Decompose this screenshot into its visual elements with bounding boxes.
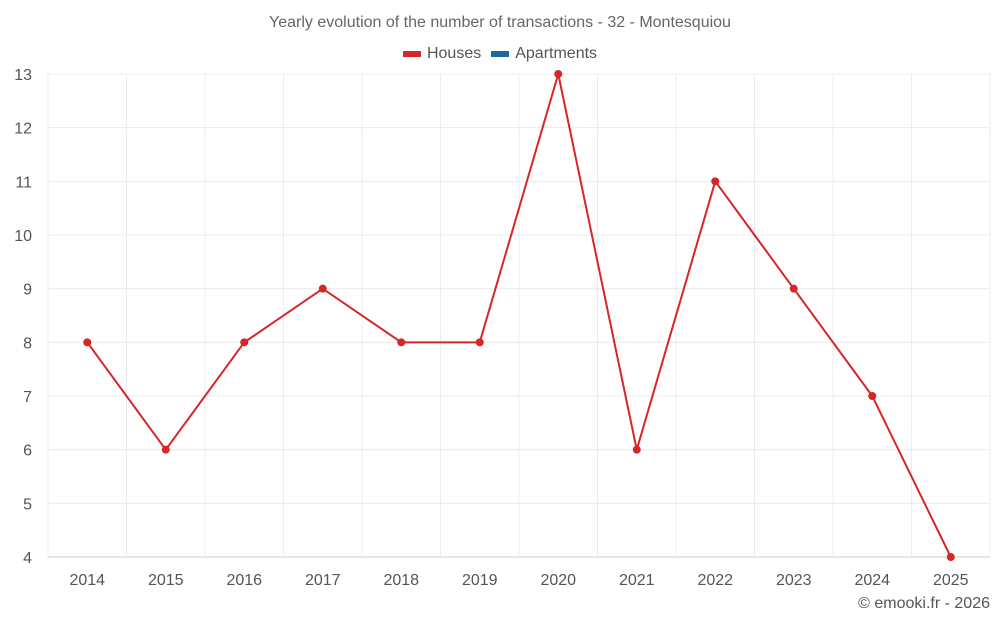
- x-tick-label: 2023: [776, 572, 812, 589]
- data-point-houses: [318, 284, 327, 293]
- x-tick-label: 2024: [854, 572, 890, 589]
- data-point-houses: [868, 392, 877, 400]
- data-point-houses: [397, 338, 406, 347]
- x-tick-label: 2015: [148, 572, 184, 589]
- legend-swatch-apartments: [491, 51, 510, 57]
- y-tick-label: 13: [14, 67, 32, 84]
- y-tick-label: 9: [23, 282, 32, 299]
- series-line-houses: [86, 73, 952, 558]
- data-point-houses: [475, 338, 484, 347]
- legend: Houses Apartments: [0, 45, 1000, 63]
- y-tick-label: 5: [23, 496, 32, 513]
- y-tick-label: 10: [14, 228, 32, 245]
- data-point-houses: [240, 338, 249, 347]
- data-point-houses: [83, 338, 92, 347]
- y-tick-label: 12: [14, 121, 32, 138]
- y-tick-label: 4: [23, 550, 32, 567]
- legend-label-houses: Houses: [426, 45, 482, 62]
- data-point-houses: [711, 177, 720, 186]
- x-tick-label: 2017: [305, 572, 341, 589]
- data-point-houses: [554, 70, 563, 78]
- x-tick-label: 2019: [462, 572, 498, 589]
- chart-title: Yearly evolution of the number of transa…: [269, 14, 731, 31]
- y-tick-label: 8: [23, 335, 32, 352]
- data-point-houses: [789, 284, 798, 293]
- legend-item-apartments[interactable]: Apartments: [491, 45, 597, 63]
- x-tick-label: 2016: [226, 572, 262, 589]
- x-tick-label: 2020: [540, 572, 576, 589]
- data-point-houses: [161, 445, 170, 454]
- y-tick-label: 11: [15, 174, 32, 191]
- y-tick-label: 7: [23, 389, 32, 406]
- legend-label-apartments: Apartments: [515, 45, 598, 62]
- credit-text: © emooki.fr - 2026: [858, 595, 990, 612]
- data-point-houses: [632, 445, 641, 454]
- legend-swatch-houses: [402, 51, 421, 57]
- x-tick-label: 2022: [697, 572, 733, 589]
- x-tick-label: 2025: [933, 572, 969, 589]
- x-tick-label: 2014: [69, 572, 105, 589]
- x-tick-label: 2021: [619, 572, 655, 589]
- y-tick-label: 6: [23, 443, 32, 460]
- x-tick-label: 2018: [383, 572, 419, 589]
- legend-item-houses[interactable]: Houses: [402, 45, 482, 63]
- data-point-houses: [946, 553, 955, 561]
